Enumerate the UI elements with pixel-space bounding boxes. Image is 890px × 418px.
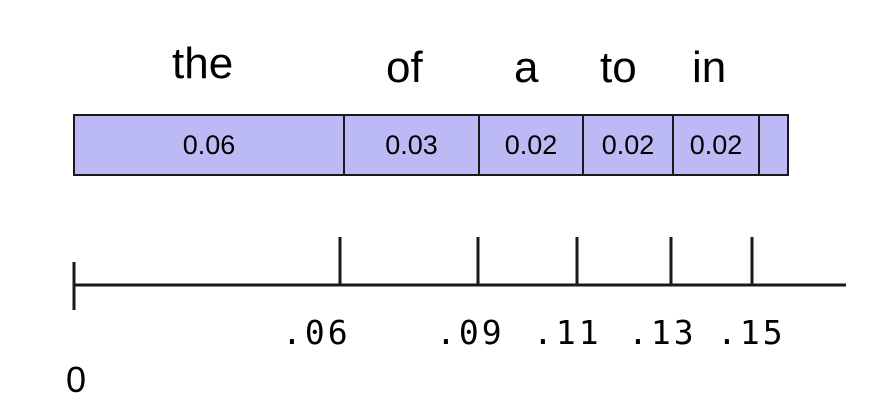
word-label-in: in xyxy=(692,43,727,92)
prob-cell-in: 0.02 xyxy=(672,114,760,176)
word-label-of: of xyxy=(386,43,423,92)
word-label-the: the xyxy=(172,39,234,88)
prob-cell-of: 0.03 xyxy=(343,114,480,176)
prob-cell-a: 0.02 xyxy=(478,114,584,176)
probability-bar: 0.06 0.03 0.02 0.02 0.02 xyxy=(73,114,789,176)
prob-cell-to: 0.02 xyxy=(582,114,674,176)
tick-label-09: .09 xyxy=(436,313,505,352)
word-label-a: a xyxy=(514,43,539,92)
tick-label-06: .06 xyxy=(282,313,351,352)
prob-cell-remainder xyxy=(758,114,789,176)
prob-cell-the: 0.06 xyxy=(73,114,345,176)
tick-label-15: .15 xyxy=(717,313,786,352)
tick-label-13: .13 xyxy=(628,313,697,352)
tick-label-11: .11 xyxy=(533,313,602,352)
axis-origin-label: 0 xyxy=(66,359,87,400)
word-label-to: to xyxy=(600,43,637,92)
